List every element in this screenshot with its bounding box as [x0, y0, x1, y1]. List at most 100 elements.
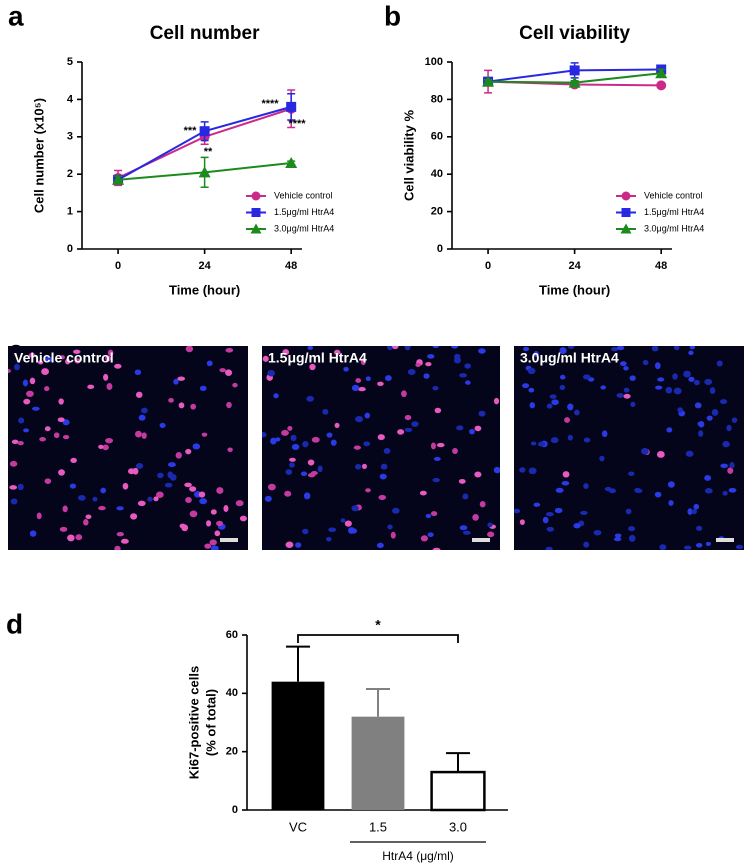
nucleus: [425, 513, 432, 519]
nucleus: [377, 381, 384, 386]
nucleus: [322, 408, 329, 415]
nucleus: [264, 495, 272, 502]
nucleus: [98, 505, 106, 511]
marker: [569, 65, 580, 76]
nucleus: [67, 534, 75, 542]
nucleus: [533, 502, 541, 507]
x-tick-label: 48: [285, 260, 297, 272]
x-tick-label: 0: [115, 260, 121, 272]
nucleus: [45, 356, 53, 363]
nucleus: [262, 355, 269, 362]
nucleus: [378, 494, 387, 500]
nucleus: [677, 407, 683, 413]
nucleus: [201, 432, 208, 437]
nucleus: [11, 439, 19, 445]
nucleus: [611, 346, 619, 352]
nucleus: [651, 346, 659, 352]
nucleus: [452, 447, 458, 454]
nucleus: [178, 402, 185, 409]
nucleus: [270, 437, 277, 445]
y-axis-label: Cell viability %: [401, 110, 416, 201]
nucleus: [116, 531, 125, 537]
significance: ****: [261, 98, 279, 110]
nucleus: [530, 441, 537, 446]
image-label: 3.0μg/ml HtrA4: [520, 350, 619, 366]
nucleus: [559, 384, 566, 391]
nucleus: [107, 349, 114, 356]
bar: [271, 681, 325, 810]
nucleus: [688, 376, 695, 382]
nucleus: [550, 437, 559, 444]
marker: [620, 223, 632, 234]
nucleus: [704, 488, 713, 494]
nucleus: [685, 450, 694, 457]
nucleus: [300, 471, 308, 477]
nucleus: [31, 406, 40, 411]
image-background: [514, 346, 744, 550]
nucleus: [307, 473, 316, 478]
nucleus: [291, 443, 300, 450]
nucleus: [623, 393, 631, 399]
nucleus: [92, 496, 98, 502]
significance: **: [204, 146, 213, 158]
nucleus: [555, 487, 564, 493]
nucleus: [334, 422, 340, 429]
x-axis-label: Time (hour): [539, 282, 610, 297]
nucleus: [122, 482, 129, 490]
nucleus: [379, 473, 387, 480]
nucleus: [687, 508, 693, 515]
nucleus: [696, 525, 703, 531]
nucleus: [376, 542, 384, 549]
nucleus: [70, 457, 77, 464]
nucleus: [14, 363, 20, 371]
significance: ***: [184, 125, 198, 137]
nucleus: [190, 403, 197, 410]
nucleus: [560, 374, 566, 380]
nucleus: [709, 387, 716, 394]
nucleus: [185, 497, 192, 504]
nucleus: [397, 429, 405, 435]
nucleus: [239, 515, 247, 522]
nucleus: [206, 520, 212, 527]
nucleus: [432, 386, 439, 391]
nucleus: [458, 478, 466, 484]
nucleus: [537, 441, 546, 447]
nucleus: [26, 390, 34, 397]
nucleus: [493, 466, 500, 474]
nucleus: [479, 501, 486, 508]
nucleus: [464, 363, 471, 369]
nucleus: [22, 379, 28, 387]
nucleus: [302, 440, 309, 448]
nucleus: [59, 526, 68, 532]
nucleus: [528, 387, 535, 393]
nucleus: [694, 402, 702, 409]
nucleus: [364, 412, 371, 419]
significance: ****: [288, 118, 306, 130]
nucleus: [628, 534, 636, 542]
marker: [198, 166, 211, 178]
nucleus: [689, 346, 696, 350]
y-tick-label: 40: [431, 168, 443, 180]
nucleus: [65, 358, 71, 365]
nucleus: [361, 463, 367, 469]
marker: [112, 173, 125, 185]
image-background: [262, 346, 500, 550]
nucleus: [493, 397, 500, 405]
nucleus: [130, 513, 138, 520]
nucleus: [302, 528, 309, 535]
nucleus: [87, 384, 95, 390]
nucleus: [44, 478, 52, 485]
nucleus: [72, 349, 81, 354]
marker: [568, 76, 581, 88]
nucleus: [69, 483, 77, 489]
nucleus: [583, 541, 590, 548]
nucleus: [289, 457, 296, 462]
nucleus: [727, 467, 734, 474]
panel-label: a: [8, 0, 24, 31]
nucleus: [659, 544, 667, 550]
nucleus: [726, 424, 732, 432]
nucleus: [459, 525, 468, 531]
nucleus: [134, 369, 142, 376]
x-tick-label: 0: [485, 260, 491, 272]
y-tick-label: 2: [67, 168, 73, 180]
